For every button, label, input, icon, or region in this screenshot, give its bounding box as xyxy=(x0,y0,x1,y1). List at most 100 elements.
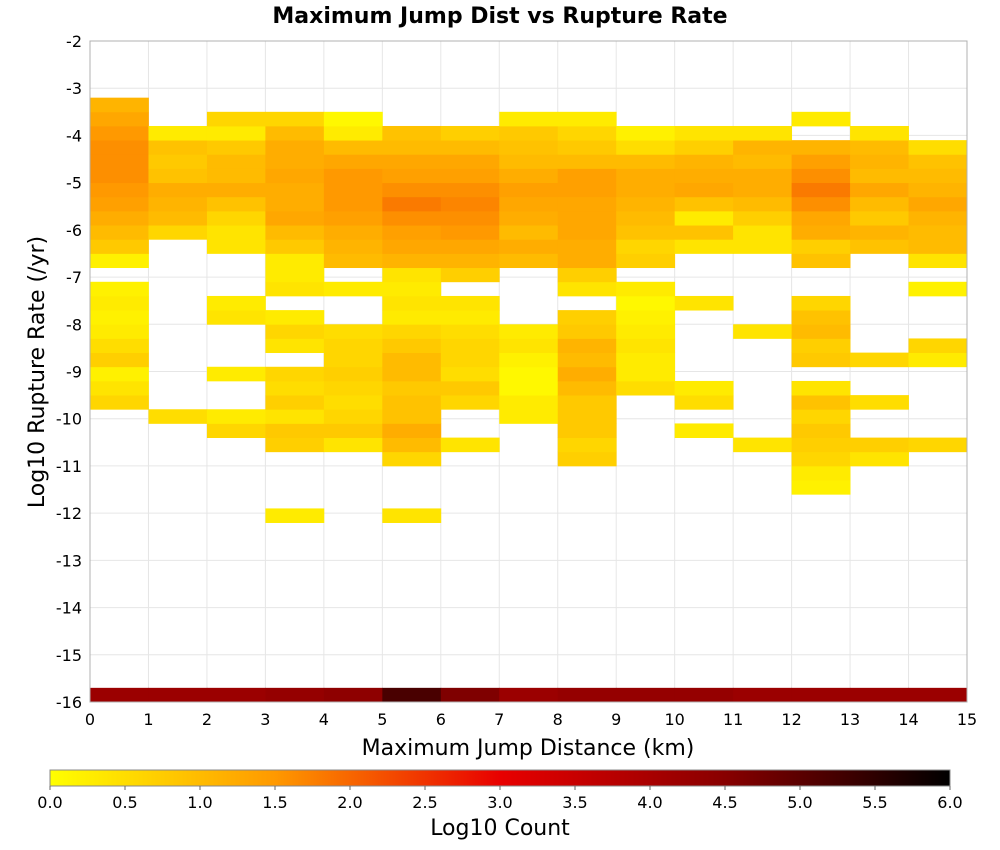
heatmap-cell xyxy=(382,352,442,368)
heatmap-cell xyxy=(323,395,383,410)
heatmap-cell xyxy=(90,196,149,212)
heatmap-cell xyxy=(382,423,442,438)
heatmap-cell xyxy=(557,380,617,396)
heatmap-cell xyxy=(908,352,968,368)
y-axis-label: Log10 Rupture Rate (/yr) xyxy=(25,236,50,508)
heatmap-cell xyxy=(323,423,383,438)
heatmap-cell xyxy=(323,352,383,368)
colorbar-tick-label: 0.0 xyxy=(37,793,62,812)
heatmap-cell xyxy=(557,395,617,410)
y-tick-label: -11 xyxy=(56,457,82,476)
heatmap-cell xyxy=(323,125,383,141)
heatmap-cell xyxy=(791,154,851,169)
heatmap-cell xyxy=(908,182,968,198)
heatmap-cell xyxy=(733,182,792,198)
heatmap-cell xyxy=(674,154,734,169)
heatmap-cell xyxy=(557,196,617,212)
heatmap-cell xyxy=(791,295,851,311)
heatmap-cell xyxy=(440,395,500,410)
heatmap-cell xyxy=(499,687,559,703)
heatmap-cell xyxy=(733,210,792,226)
heatmap-cell xyxy=(557,239,617,254)
heatmap-cell xyxy=(499,395,559,410)
heatmap-cell xyxy=(674,380,734,396)
heatmap-cell xyxy=(323,168,383,184)
heatmap-cell xyxy=(206,125,266,141)
colorbar-tick-label: 6.0 xyxy=(937,793,962,812)
heatmap-cell xyxy=(908,154,968,169)
colorbar-tick-label: 1.5 xyxy=(262,793,287,812)
heatmap-cell xyxy=(440,366,500,382)
heatmap-cell xyxy=(791,380,851,396)
heatmap-cell xyxy=(616,310,676,325)
heatmap-cell xyxy=(90,140,149,155)
colorbar xyxy=(49,769,951,787)
heatmap-cell xyxy=(382,295,442,311)
heatmap-cell xyxy=(265,154,325,169)
x-tick-label: 5 xyxy=(377,710,387,729)
heatmap-cell xyxy=(616,168,676,184)
heatmap-cell xyxy=(850,182,909,198)
y-tick-label: -4 xyxy=(66,126,82,145)
heatmap-cell xyxy=(908,437,968,453)
heatmap-cell xyxy=(440,140,500,155)
heatmap-cell xyxy=(791,451,851,467)
heatmap-cell xyxy=(908,338,968,354)
heatmap-cell xyxy=(90,310,149,325)
heatmap-cell xyxy=(557,366,617,382)
heatmap-cell xyxy=(90,182,149,198)
heatmap-cell xyxy=(674,168,734,184)
colorbar-tick-label: 3.0 xyxy=(487,793,512,812)
colorbar-tick-label: 4.5 xyxy=(712,793,737,812)
heatmap-cell xyxy=(382,437,442,453)
heatmap-cell xyxy=(499,154,559,169)
heatmap-cell xyxy=(323,182,383,198)
heatmap-cell xyxy=(616,281,676,297)
heatmap-cell xyxy=(791,140,851,155)
heatmap-cell xyxy=(616,253,676,269)
heatmap-cell xyxy=(733,140,792,155)
heatmap-cell xyxy=(791,409,851,424)
heatmap-cell xyxy=(265,508,325,523)
heatmap-cell xyxy=(440,324,500,339)
heatmap-cell xyxy=(791,225,851,240)
heatmap-cell xyxy=(616,154,676,169)
x-tick-label: 7 xyxy=(494,710,504,729)
colorbar-tick-label: 5.0 xyxy=(787,793,812,812)
heatmap-cell xyxy=(557,111,617,127)
colorbar-tick-label: 4.0 xyxy=(637,793,662,812)
heatmap-cell xyxy=(265,210,325,226)
heatmap-cell xyxy=(90,380,149,396)
heatmap-cell xyxy=(265,196,325,212)
heatmap-cell xyxy=(90,295,149,311)
heatmap-cell xyxy=(382,253,442,269)
heatmap-cell xyxy=(382,366,442,382)
heatmap-cell xyxy=(616,380,676,396)
heatmap-cell xyxy=(206,210,266,226)
heatmap-cell xyxy=(90,366,149,382)
heatmap-cell xyxy=(499,253,559,269)
heatmap-cell xyxy=(148,225,208,240)
colorbar-tick-label: 2.0 xyxy=(337,793,362,812)
heatmap-cell xyxy=(323,380,383,396)
heatmap-cell xyxy=(265,281,325,297)
heatmap-cell xyxy=(265,267,325,283)
x-tick-label: 13 xyxy=(840,710,860,729)
heatmap-cell xyxy=(791,465,851,481)
heatmap-cell xyxy=(616,687,676,703)
heatmap-cell xyxy=(440,253,500,269)
heatmap-cell xyxy=(850,352,909,368)
heatmap-cell xyxy=(850,437,909,453)
heatmap-cell xyxy=(499,366,559,382)
heatmap-cells xyxy=(90,97,968,703)
heatmap-cell xyxy=(791,210,851,226)
heatmap-cell xyxy=(616,225,676,240)
heatmap-cell xyxy=(382,210,442,226)
heatmap-cell xyxy=(674,395,734,410)
heatmap-cell xyxy=(90,111,149,127)
heatmap-cell xyxy=(499,182,559,198)
heatmap-cell xyxy=(850,125,909,141)
heatmap-cell xyxy=(206,295,266,311)
y-tick-label: -2 xyxy=(66,32,82,51)
